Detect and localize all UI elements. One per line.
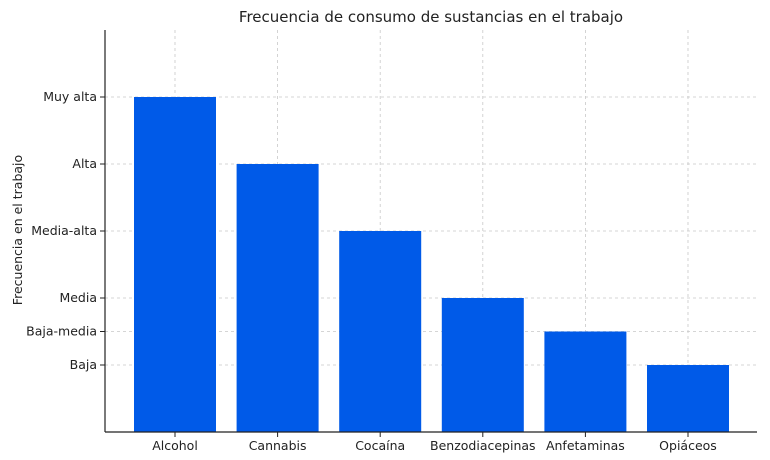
axes xyxy=(100,30,757,437)
x-tick-label: Cannabis xyxy=(249,438,307,453)
y-tick-label: Media xyxy=(59,290,97,305)
bar-alcohol xyxy=(134,97,216,432)
bar-benzodiacepinas xyxy=(441,298,524,432)
y-tick-label: Baja-media xyxy=(26,324,97,339)
y-tick-label: Media-alta xyxy=(31,223,97,238)
x-tick-label: Opiáceos xyxy=(659,438,717,453)
bar-anfetaminas xyxy=(544,331,627,432)
x-tick-label: Benzodiacepinas xyxy=(430,438,536,453)
x-tick-label: Anfetaminas xyxy=(546,438,625,453)
chart-title: Frecuencia de consumo de sustancias en e… xyxy=(239,8,623,26)
bar-cocaína xyxy=(339,231,422,432)
bar-opiáceos xyxy=(647,365,729,432)
y-axis-label: Frecuencia en el trabajo xyxy=(10,155,25,305)
y-tick-labels: Baja Baja-media Media Media-alta Alta Muy alt… xyxy=(26,89,97,372)
x-tick-labels: Alcohol Cannabis Cocaína Benzodiacepinas Anf… xyxy=(152,438,717,453)
x-tick-label: Cocaína xyxy=(355,438,405,453)
bars xyxy=(134,97,729,432)
x-tick-label: Alcohol xyxy=(152,438,198,453)
y-tick-label: Muy alta xyxy=(43,89,97,104)
y-tick-label: Baja xyxy=(70,357,97,372)
bar-cannabis xyxy=(236,164,319,432)
y-tick-label: Alta xyxy=(72,156,97,171)
